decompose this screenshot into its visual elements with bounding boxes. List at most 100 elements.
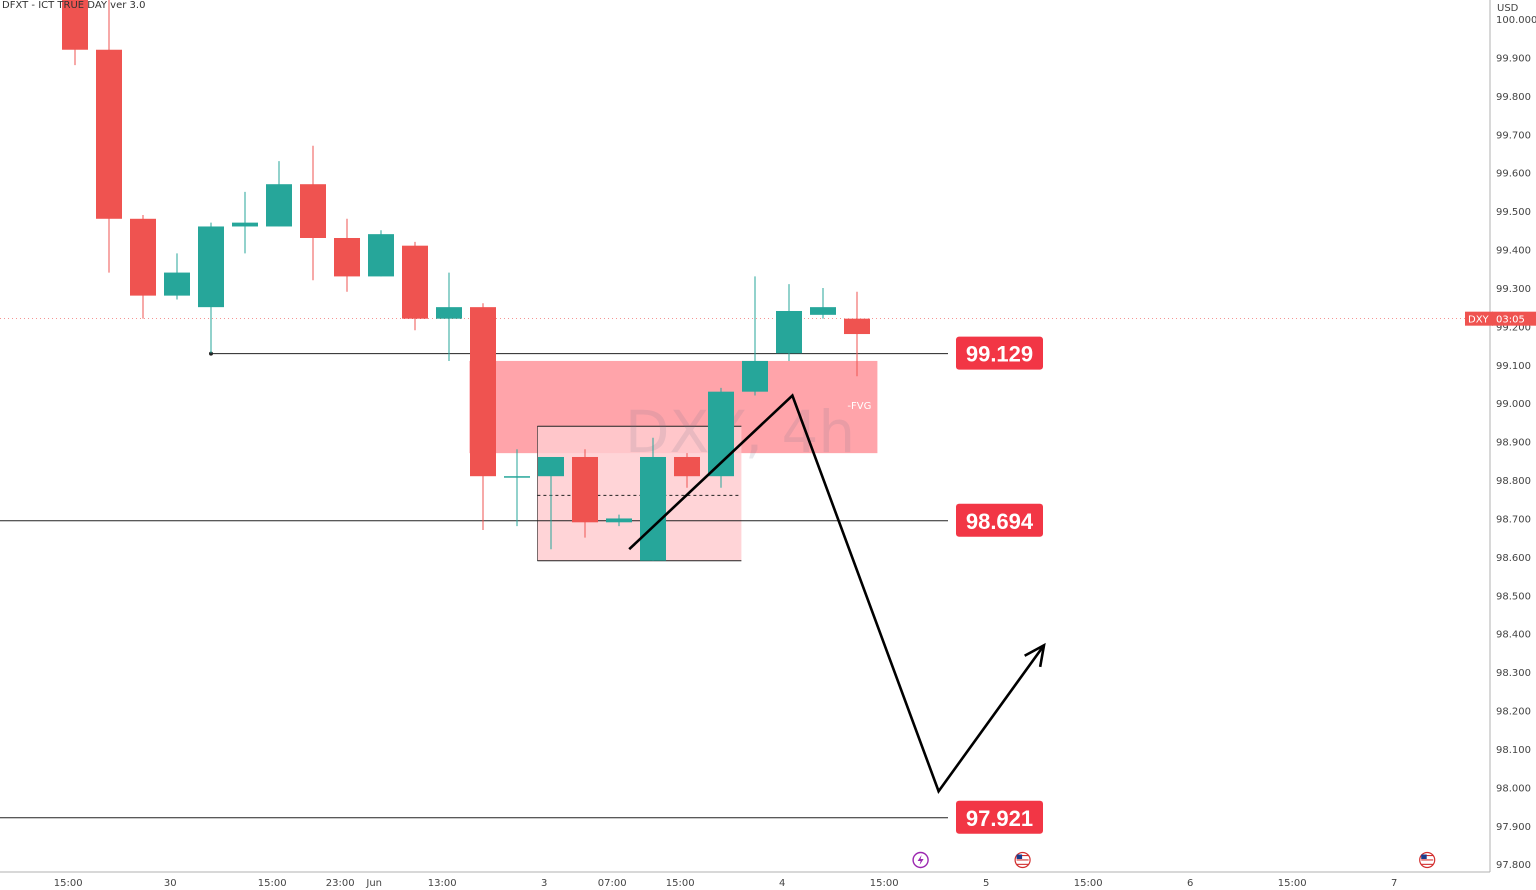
candle-body-6[interactable] xyxy=(266,184,292,227)
price-axis[interactable]: 100.000 99.900 99.800 99.700 99.600 99.500 99.… xyxy=(1465,0,1536,890)
price-axis-background xyxy=(1490,0,1536,890)
candle-body-22[interactable] xyxy=(810,307,836,315)
candle-body-10[interactable] xyxy=(402,245,428,319)
time-tick-label: 15:00 xyxy=(258,878,287,889)
symbol-watermark: DXY, 4h xyxy=(625,398,855,466)
price-tick-label: 99.300 xyxy=(1496,284,1531,295)
candle-body-14[interactable] xyxy=(538,456,564,477)
flag-stripe xyxy=(1016,861,1029,863)
flag-stripe xyxy=(1421,859,1434,861)
candles-layer xyxy=(62,0,870,561)
price-tick-label: 99.400 xyxy=(1496,246,1531,257)
price-tick-label: 99.900 xyxy=(1496,53,1531,64)
candle-body-16[interactable] xyxy=(606,518,632,523)
price-tick-label: 98.700 xyxy=(1496,514,1531,525)
flag-stripe xyxy=(1016,859,1029,861)
price-tick-label: 100.000 xyxy=(1496,15,1536,26)
time-tick-label: 15:00 xyxy=(1278,878,1307,889)
price-tick-label: 98.400 xyxy=(1496,630,1531,641)
time-tick-label: 13:00 xyxy=(428,878,457,889)
level-label-0: 99.129 xyxy=(966,342,1033,367)
candle-body-11[interactable] xyxy=(436,307,462,319)
candle-body-17[interactable] xyxy=(640,456,666,561)
candle-body-8[interactable] xyxy=(334,237,360,277)
time-axis[interactable]: 15:00 30 15:00 23:00 Jun 13:00 3 07:00 15:00 4 15:… xyxy=(0,871,1490,889)
us-flag-marker-icon[interactable] xyxy=(1014,851,1031,869)
price-tick-label: 98.600 xyxy=(1496,553,1531,564)
us-flag-marker-icon[interactable] xyxy=(1419,851,1436,869)
time-tick-label: 6 xyxy=(1187,878,1193,889)
level-badge-1[interactable] xyxy=(956,503,1043,537)
price-tick-label: 98.900 xyxy=(1496,438,1531,449)
price-tick-label: 99.700 xyxy=(1496,130,1531,141)
price-tick-label: 98.200 xyxy=(1496,707,1531,718)
candle-body-18[interactable] xyxy=(674,456,700,477)
candle-body-9[interactable] xyxy=(368,234,394,277)
currency-label[interactable]: USD xyxy=(1497,3,1519,14)
candle-body-4[interactable] xyxy=(198,226,224,308)
projection-path-layer xyxy=(628,393,1046,794)
lightning-marker-icon[interactable] xyxy=(912,851,929,869)
projection-arrowhead xyxy=(1024,642,1046,668)
price-tick-label: 99.100 xyxy=(1496,361,1531,372)
fvg-label: -FVG xyxy=(847,401,871,412)
price-tick-label: 98.100 xyxy=(1496,745,1531,756)
candle-body-23[interactable] xyxy=(844,318,870,335)
level-badge-2[interactable] xyxy=(956,800,1043,834)
time-tick-label: 3 xyxy=(541,878,547,889)
price-tick-label: 98.300 xyxy=(1496,668,1531,679)
level-badge-0[interactable] xyxy=(956,336,1043,370)
price-tick-label: 99.000 xyxy=(1496,399,1531,410)
candle-body-7[interactable] xyxy=(300,184,326,238)
current-price-symbol-bg xyxy=(1465,311,1493,326)
time-tick-label: 5 xyxy=(983,878,989,889)
price-tick-label: 99.500 xyxy=(1496,207,1531,218)
current-price-countdown: 03:05 xyxy=(1496,315,1525,326)
price-tick-label: 98.800 xyxy=(1496,476,1531,487)
flag-stripe xyxy=(1421,861,1434,863)
projection-path[interactable] xyxy=(628,393,1046,794)
price-levels-layer: 99.129 98.694 97.921 xyxy=(0,318,1490,834)
time-tick-label: 7 xyxy=(1391,878,1397,889)
candle-body-3[interactable] xyxy=(164,272,190,296)
price-tick-label: 97.800 xyxy=(1496,860,1531,871)
flag-stripe xyxy=(1016,855,1029,857)
time-tick-label: 23:00 xyxy=(326,878,355,889)
time-tick-label: 15:00 xyxy=(870,878,899,889)
price-tick-label: 99.600 xyxy=(1496,169,1531,180)
price-tick-label: 98.500 xyxy=(1496,591,1531,602)
time-tick-label: Jun xyxy=(365,878,382,889)
current-price-symbol: DXY xyxy=(1468,315,1490,326)
candle-body-12[interactable] xyxy=(470,307,496,477)
flag-stripe xyxy=(1421,857,1434,859)
flag-stripe xyxy=(1421,855,1434,857)
candle-body-1[interactable] xyxy=(96,49,122,219)
flag-stripe xyxy=(1421,863,1434,865)
candle-body-21[interactable] xyxy=(776,310,802,354)
price-tick-label: 98.000 xyxy=(1496,783,1531,794)
candle-body-20[interactable] xyxy=(742,360,768,392)
current-price-countdown-bg xyxy=(1492,311,1536,326)
level-label-1: 98.694 xyxy=(966,509,1034,534)
candle-body-5[interactable] xyxy=(232,222,258,227)
candle-body-15[interactable] xyxy=(572,456,598,523)
lightning-bolt xyxy=(917,855,924,865)
price-tick-label: 97.900 xyxy=(1496,822,1531,833)
current-price-tag[interactable]: DXY 03:05 xyxy=(1465,311,1536,326)
level-anchor-0 xyxy=(209,351,213,356)
event-markers-layer xyxy=(912,851,1436,869)
price-tick-label: 99.800 xyxy=(1496,92,1531,103)
flag-stripe xyxy=(1016,863,1029,865)
candle-body-13[interactable] xyxy=(504,476,530,478)
time-tick-label: 15:00 xyxy=(666,878,695,889)
price-tick-label: 99.200 xyxy=(1496,322,1531,333)
time-tick-label: 07:00 xyxy=(598,878,627,889)
candle-body-2[interactable] xyxy=(130,218,156,296)
time-tick-label: 30 xyxy=(164,878,177,889)
candle-body-0[interactable] xyxy=(62,0,88,50)
time-tick-label: 15:00 xyxy=(54,878,83,889)
indicator-label[interactable]: DFXT - ICT TRUE DAY ver 3.0 xyxy=(2,0,145,11)
time-tick-label: 4 xyxy=(779,878,785,889)
flag-canton xyxy=(1016,854,1023,859)
